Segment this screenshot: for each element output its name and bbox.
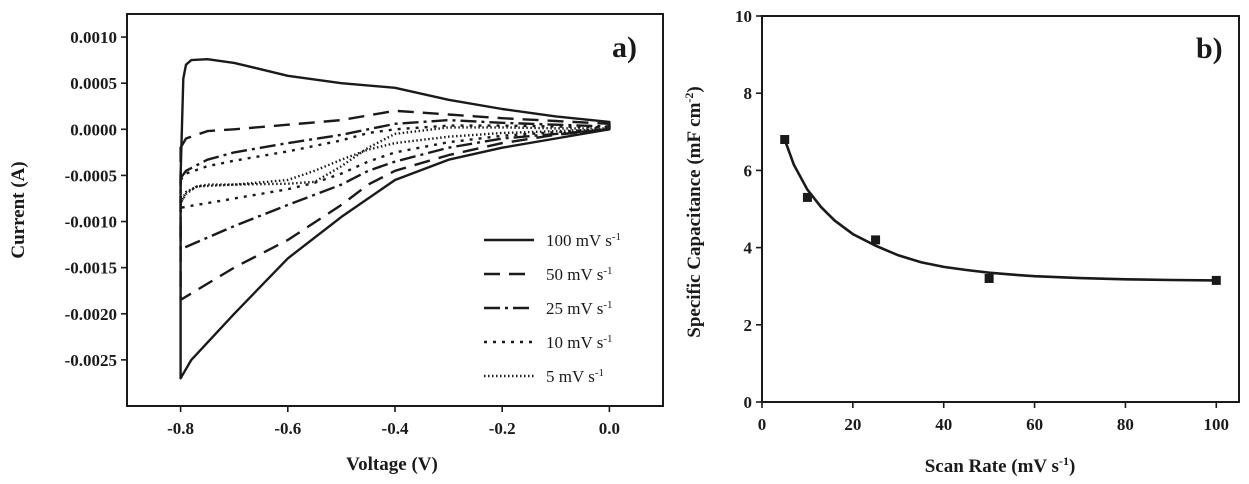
panel-a-x-tick-label: 0.0 — [599, 419, 620, 438]
panel-b-x-tick-label: 0 — [758, 415, 767, 434]
panel-a-x-axis-label: Voltage (V) — [346, 454, 438, 475]
cv-curve-2 — [179, 118, 611, 251]
panel-a-y-ticks: 0.0010 0.0005 0.0000 -0.0005 -0.0010 -0.0015 -… — [65, 28, 127, 370]
panel-b-x-tick-label: 20 — [844, 415, 861, 434]
panel-a-curves — [179, 58, 611, 380]
panel-a-y-tick-label: -0.0025 — [65, 351, 117, 370]
panel-b-points — [780, 135, 1221, 285]
panel-a-y-tick-label: -0.0020 — [65, 305, 117, 324]
legend-label-4: 5 mV s-1 — [546, 367, 604, 386]
panel-b-x-ticks: 0 20 40 60 80 100 — [758, 402, 1229, 434]
panel-b-capacitance-plot: 0 20 40 60 80 100 0 2 4 6 8 10 b) Scan Rate (mV s-… — [682, 7, 1240, 477]
panel-a-x-tick-label: -0.4 — [382, 419, 409, 438]
data-point — [984, 273, 994, 283]
panel-b-x-axis-label: Scan Rate (mV s-1) — [925, 454, 1076, 477]
fit-curve — [783, 139, 1217, 282]
panel-a-x-tick-label: -0.6 — [274, 419, 301, 438]
panel-b-fit-group — [783, 139, 1217, 282]
data-point — [780, 135, 790, 145]
panel-b-y-tick-label: 4 — [744, 239, 753, 258]
panel-a-label: a) — [612, 31, 637, 64]
panel-a-y-tick-label: -0.0010 — [65, 213, 117, 232]
panel-b-y-ticks: 0 2 4 6 8 10 — [735, 7, 762, 412]
data-point — [871, 235, 881, 245]
legend-label-0: 100 mV s-1 — [546, 231, 621, 250]
data-point — [802, 192, 812, 202]
panel-a-x-tick-label: -0.2 — [489, 419, 516, 438]
panel-b-y-tick-label: 2 — [744, 316, 753, 335]
panel-a-y-tick-label: 0.0010 — [70, 28, 117, 47]
panel-a-legend: 100 mV s-1 50 mV s-1 25 mV s-1 10 mV s-1 5 m… — [484, 231, 621, 386]
panel-a-y-tick-label: -0.0015 — [65, 259, 117, 278]
legend-label-3: 10 mV s-1 — [546, 333, 612, 352]
cv-curve-0 — [179, 58, 611, 380]
panel-a-cv-plot: -0.8 -0.6 -0.4 -0.2 0.0 0.0010 0.0005 0.0000 -0… — [8, 13, 664, 475]
legend-label-1: 50 mV s-1 — [546, 265, 612, 284]
panel-b-label: b) — [1196, 32, 1223, 65]
data-point — [1211, 275, 1221, 285]
panel-b-x-tick-label: 80 — [1117, 415, 1134, 434]
panel-a-y-tick-label: 0.0005 — [70, 74, 117, 93]
panel-a-x-tick-label: -0.8 — [167, 419, 194, 438]
panel-a-x-ticks: -0.8 -0.6 -0.4 -0.2 0.0 — [167, 406, 620, 438]
panel-b-x-tick-label: 60 — [1026, 415, 1043, 434]
panel-b-y-tick-label: 8 — [744, 84, 753, 103]
legend-label-2: 25 mV s-1 — [546, 299, 612, 318]
panel-a-y-tick-label: 0.0000 — [70, 120, 117, 139]
panel-b-y-axis-label: Specific Capacitance (mF cm-2) — [682, 86, 705, 337]
panel-a-y-tick-label: -0.0005 — [65, 166, 117, 185]
panel-b-plot-frame — [761, 15, 1240, 403]
panel-b-x-tick-label: 40 — [935, 415, 952, 434]
panel-b-y-tick-label: 0 — [744, 393, 753, 412]
panel-b-y-tick-label: 6 — [744, 161, 753, 180]
cv-curve-3 — [179, 124, 611, 209]
cv-curve-4 — [179, 126, 611, 205]
panel-a-y-axis-label: Current (A) — [8, 161, 29, 258]
panel-b-x-tick-label: 100 — [1204, 415, 1230, 434]
panel-b-y-tick-label: 10 — [735, 7, 752, 26]
